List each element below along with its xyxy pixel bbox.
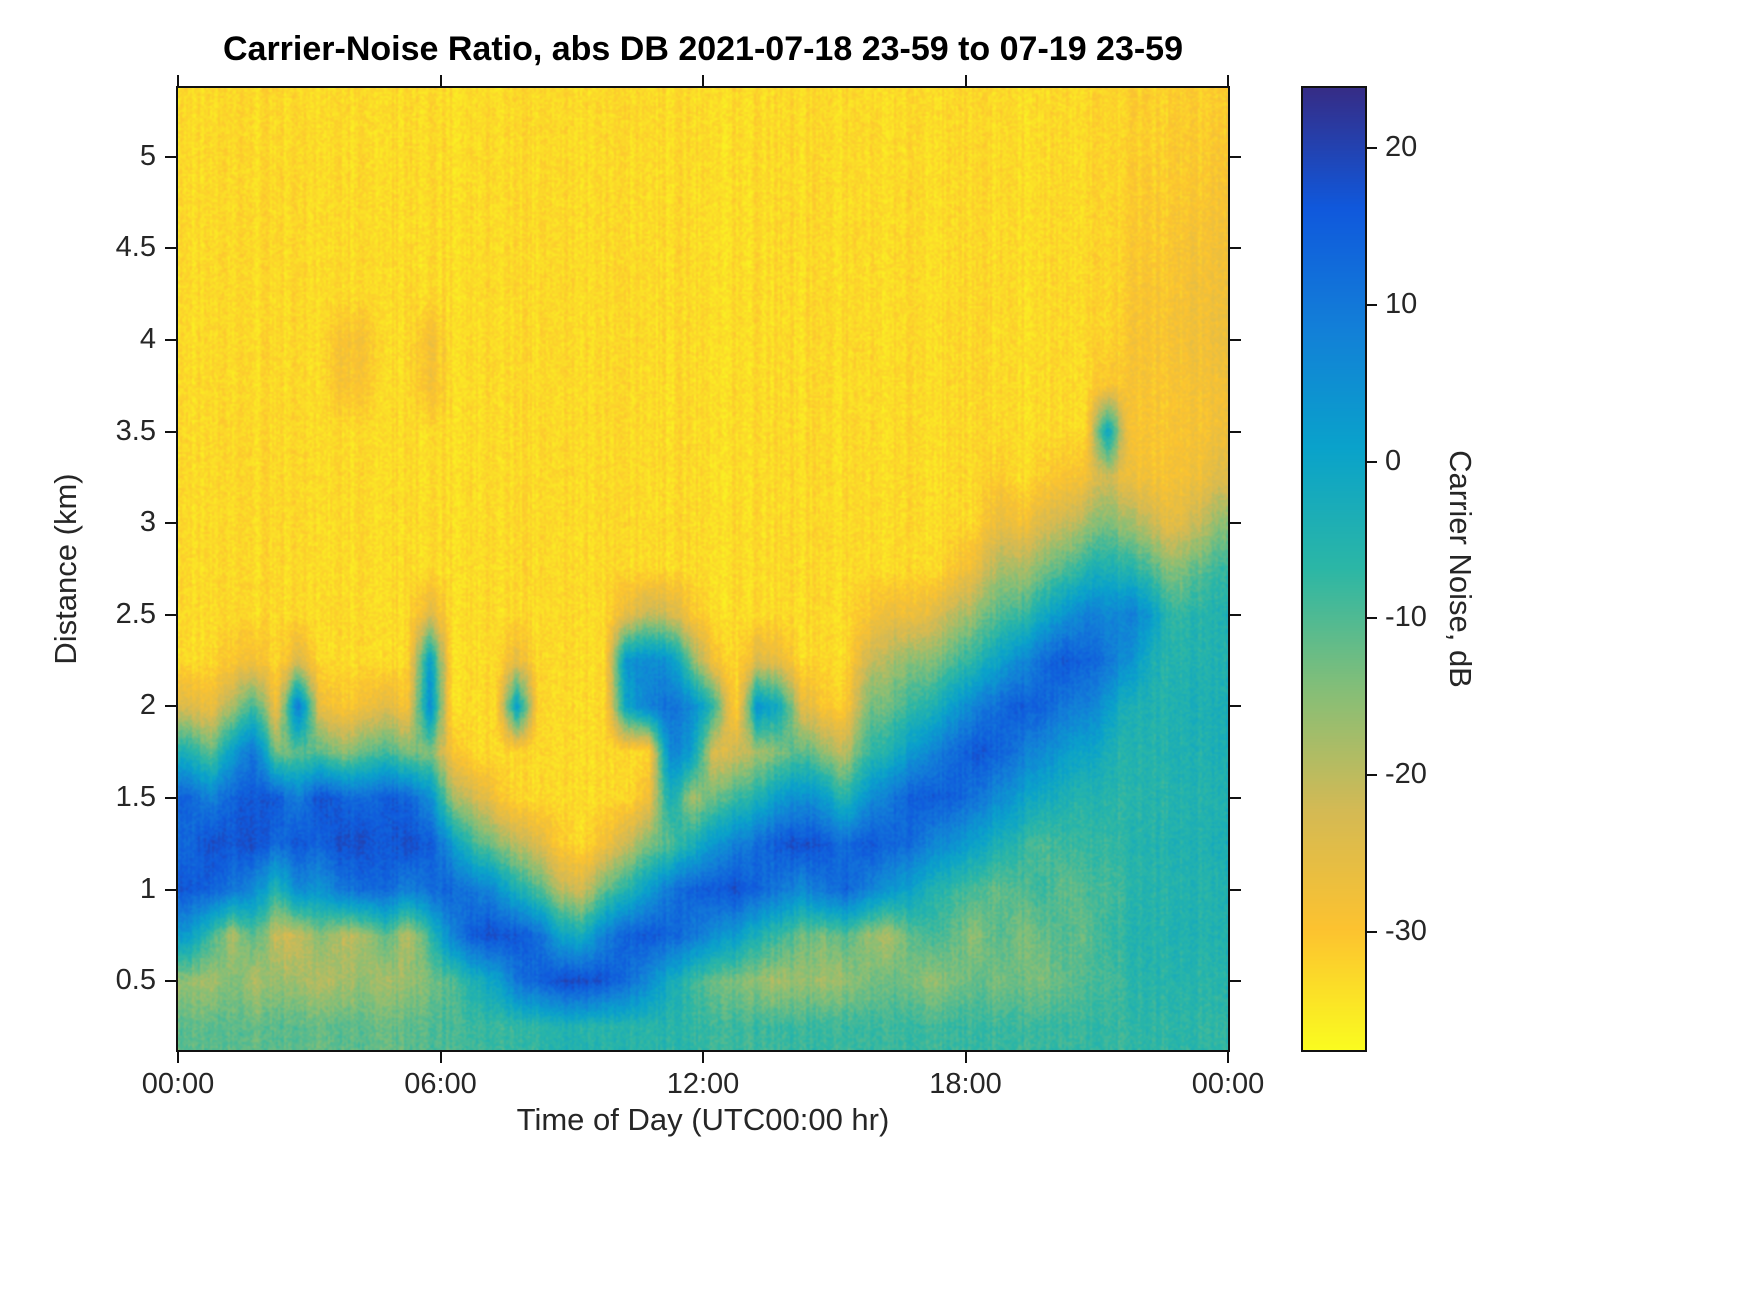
y-tick-label: 4.5	[115, 231, 156, 264]
x-tick-label: 00:00	[141, 1068, 215, 1100]
colorbar-tick-label: -20	[1385, 758, 1427, 791]
colorbar-tick-label: 10	[1385, 287, 1418, 320]
colorbar-tick-label: -10	[1385, 601, 1427, 634]
x-tick-mark	[964, 1052, 967, 1063]
x-tick-mark-top	[702, 75, 704, 86]
y-tick-mark-right	[1230, 338, 1241, 341]
y-tick-label: 3.5	[115, 414, 156, 447]
y-tick-label: 3	[139, 506, 156, 539]
y-tick-mark	[165, 797, 176, 800]
y-tick-mark-right	[1230, 430, 1241, 433]
x-tick-mark	[439, 1052, 442, 1063]
y-tick-mark	[165, 705, 176, 708]
colorbar-tick-label: 0	[1385, 444, 1402, 477]
y-tick-mark	[165, 888, 176, 891]
x-tick-mark	[702, 1052, 704, 1063]
y-tick-mark	[165, 338, 176, 341]
colorbar-tick-mark	[1367, 146, 1377, 149]
colorbar-tick-label: 20	[1385, 130, 1418, 163]
y-tick-label: 4	[139, 322, 156, 355]
colorbar-tick-label: -30	[1385, 915, 1427, 948]
y-tick-label: 0.5	[115, 964, 156, 997]
x-tick-label: 06:00	[404, 1068, 477, 1100]
y-tick-mark-right	[1230, 797, 1241, 800]
y-tick-label: 1	[139, 872, 156, 905]
y-tick-mark-right	[1230, 247, 1241, 250]
colorbar-tick-mark	[1367, 774, 1377, 777]
y-tick-mark-right	[1230, 888, 1241, 891]
y-tick-mark-right	[1230, 522, 1241, 525]
y-tick-mark	[165, 155, 176, 158]
y-tick-label: 2	[139, 689, 156, 722]
x-tick-mark-top	[1227, 75, 1229, 86]
colorbar-tick-mark	[1367, 303, 1377, 306]
x-tick-label: 00:00	[1191, 1068, 1265, 1100]
colorbar-label: Carrier Noise, dB	[1443, 450, 1478, 688]
colorbar	[1301, 86, 1367, 1052]
y-tick-mark	[165, 522, 176, 525]
heatmap-canvas	[178, 88, 1228, 1050]
x-tick-mark-top	[439, 75, 442, 86]
y-tick-mark-right	[1230, 613, 1241, 616]
chart-title: Carrier-Noise Ratio, abs DB 2021-07-18 2…	[222, 30, 1184, 68]
y-tick-label: 1.5	[115, 781, 156, 814]
x-tick-mark	[1227, 1052, 1229, 1063]
y-tick-mark-right	[1230, 980, 1241, 983]
x-tick-mark	[177, 1052, 179, 1063]
y-tick-label: 2.5	[115, 597, 156, 630]
x-tick-label: 12:00	[666, 1068, 740, 1100]
y-axis-label: Distance (km)	[48, 473, 83, 665]
x-tick-mark-top	[177, 75, 179, 86]
heatmap-plot-area	[176, 86, 1230, 1052]
y-tick-mark-right	[1230, 705, 1241, 708]
y-tick-mark	[165, 980, 176, 983]
x-tick-label: 18:00	[929, 1068, 1002, 1100]
colorbar-tick-mark	[1367, 931, 1377, 934]
y-tick-mark	[165, 247, 176, 250]
y-tick-label: 5	[139, 139, 156, 172]
colorbar-tick-mark	[1367, 460, 1377, 463]
colorbar-tick-mark	[1367, 617, 1377, 620]
x-tick-mark-top	[964, 75, 967, 86]
x-axis-label: Time of Day (UTC00:00 hr)	[516, 1102, 890, 1137]
y-tick-mark	[165, 613, 176, 616]
y-tick-mark-right	[1230, 155, 1241, 158]
colorbar-canvas	[1303, 88, 1365, 1050]
y-tick-mark	[165, 430, 176, 433]
